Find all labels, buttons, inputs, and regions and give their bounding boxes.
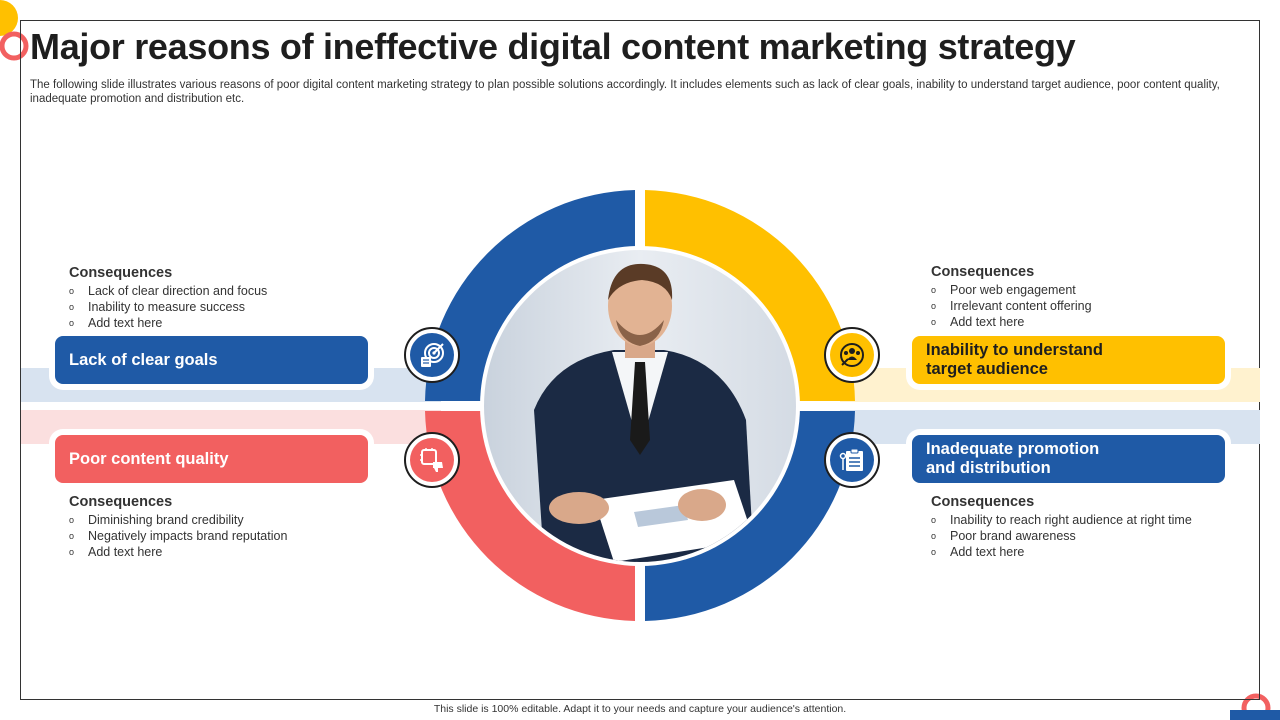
- consequences-heading: Consequences: [931, 494, 1035, 510]
- reason-inadequate-promotion: Inadequate promotion and distribution: [912, 435, 1225, 483]
- reason-label: Inadequate promotion and distribution: [926, 440, 1100, 477]
- reason-label: Poor content quality: [69, 449, 229, 468]
- reason-label: Inability to understand target audience: [926, 341, 1103, 378]
- consequence-item: o Inability to reach right audience at ri…: [931, 513, 1192, 527]
- consequence-item: o Inability to measure success: [69, 300, 246, 314]
- consequence-item: o Irrelevant content offering: [931, 299, 1092, 313]
- consequences-top-right: Consequences o Poor web engagement o Irrel…: [931, 264, 1271, 330]
- consequence-item: o Lack of clear direction and focus: [69, 284, 268, 298]
- corner-decoration-bottom-right: [1230, 693, 1280, 720]
- corner-decoration-top-left: [0, 0, 29, 61]
- consequences-bottom-left: Consequences o Diminishing brand credibil…: [69, 494, 409, 560]
- consequences-heading: Consequences: [69, 265, 173, 281]
- content-dislike-icon: [404, 432, 460, 488]
- audience-target-icon: [824, 327, 880, 383]
- consequence-item: o Poor brand awareness: [931, 529, 1076, 543]
- target-goals-icon: [404, 327, 460, 383]
- reason-poor-content-quality: Poor content quality: [55, 435, 368, 483]
- consequence-item: o Poor web engagement: [931, 283, 1076, 297]
- consequence-item: o Add text here: [931, 315, 1025, 329]
- consequence-item: o Add text here: [931, 545, 1025, 559]
- consequence-item: o Negatively impacts brand reputation: [69, 529, 288, 543]
- consequences-heading: Consequences: [69, 494, 173, 510]
- consequences-heading: Consequences: [931, 264, 1035, 280]
- consequences-top-left: Consequences o Lack of clear direction an…: [69, 265, 409, 331]
- businessman-photo: [484, 250, 796, 562]
- slide-title: Major reasons of ineffective digital con…: [30, 26, 1076, 67]
- reason-inability-to-understand-audience: Inability to understand target audience: [912, 336, 1225, 384]
- slide-footer: This slide is 100% editable. Adapt it to…: [433, 703, 847, 715]
- slide-subtitle: The following slide illustrates various …: [30, 79, 1220, 105]
- reason-lack-of-clear-goals: Lack of clear goals: [55, 336, 368, 384]
- promotion-board-icon: [824, 432, 880, 488]
- consequence-item: o Add text here: [69, 545, 163, 559]
- consequence-item: o Diminishing brand credibility: [69, 513, 244, 527]
- consequences-bottom-right: Consequences o Inability to reach right a…: [931, 494, 1271, 560]
- consequence-item: o Add text here: [69, 316, 163, 330]
- slide-frame: [20, 20, 1260, 700]
- reason-label: Lack of clear goals: [69, 350, 218, 369]
